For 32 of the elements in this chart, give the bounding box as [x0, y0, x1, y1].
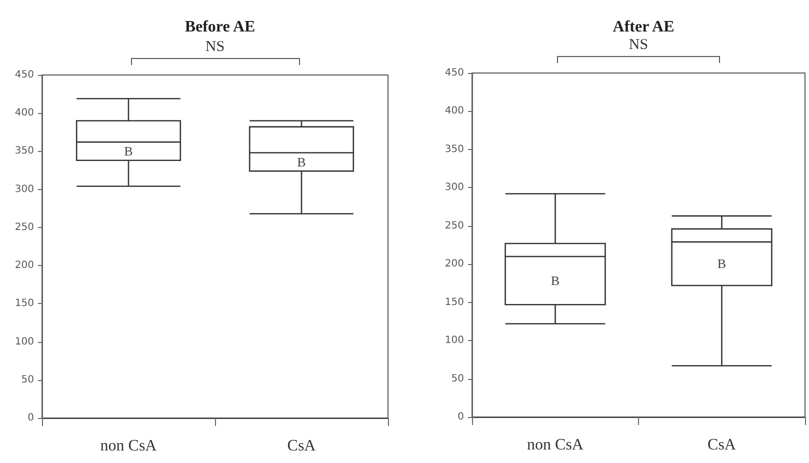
- y-tick-label: 100: [444, 335, 464, 346]
- text: NS: [628, 37, 648, 54]
- x-tick-label: CsA: [287, 438, 316, 454]
- text: NS: [205, 39, 225, 56]
- y-tick-label: 150: [444, 296, 464, 308]
- y-tick-label: 200: [444, 258, 464, 270]
- y-tick-label: 400: [14, 108, 34, 119]
- x-tick-label: non CsA: [527, 436, 584, 454]
- y-tick-label: 450: [444, 68, 464, 78]
- y-tick-label: 250: [14, 222, 34, 233]
- y-tick-label: 0: [28, 412, 34, 424]
- x-tick-label: CsA: [708, 436, 736, 454]
- y-tick-label: 200: [14, 260, 34, 272]
- y-tick-label: 400: [444, 106, 464, 117]
- y-tick-label: 350: [444, 144, 464, 155]
- y-tick-label: 350: [14, 146, 34, 157]
- annotation: B: [550, 273, 560, 288]
- y-tick-label: 50: [21, 374, 34, 386]
- x-tick-label: non CsA: [100, 438, 158, 454]
- y-tick-label: 150: [14, 298, 34, 310]
- annotation: B: [717, 256, 726, 272]
- chart-title: After AE: [612, 18, 674, 36]
- annotation: B: [124, 144, 134, 159]
- y-tick-label: 0: [458, 412, 464, 422]
- y-tick-label: 450: [14, 70, 34, 80]
- y-tick-label: 250: [444, 220, 464, 232]
- y-tick-label: 50: [451, 373, 464, 384]
- y-tick-label: 100: [14, 336, 34, 348]
- annotation: B: [297, 154, 306, 170]
- y-tick-label: 300: [14, 184, 34, 195]
- chart-title: Before AE: [184, 18, 256, 36]
- y-tick-label: 300: [444, 182, 464, 194]
